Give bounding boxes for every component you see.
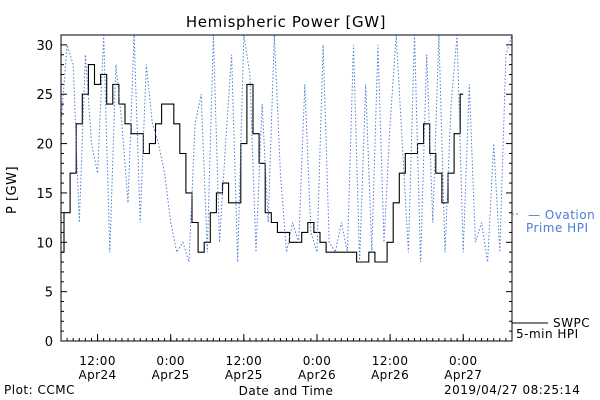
legend-swpc-line1: SWPC: [553, 316, 590, 330]
plot-frame: [60, 34, 513, 342]
footer-credit: Plot: CCMC: [4, 383, 75, 397]
y-tick-label: 15: [36, 187, 53, 202]
x-tick-label-time: 0:00: [156, 354, 185, 368]
x-tick-label-date: Apr27: [444, 368, 482, 382]
legend-ovation-line1: — Ovation: [528, 208, 595, 222]
y-tick-label: 30: [36, 39, 53, 54]
x-tick-label-date: Apr26: [371, 368, 409, 382]
tick-label-layer: 05101520253012:00Apr240:00Apr2512:00Apr2…: [36, 39, 482, 382]
y-tick-label: 5: [45, 286, 53, 301]
x-tick-label-date: Apr25: [225, 368, 263, 382]
x-tick-label-date: Apr25: [152, 368, 190, 382]
y-tick-label: 10: [36, 236, 53, 251]
series-ovation-line: [60, 34, 513, 263]
y-axis-label: P [GW]: [5, 166, 20, 214]
series-swpc-line: [61, 64, 464, 263]
series-layer: [60, 34, 513, 263]
y-tick-label: 20: [36, 138, 53, 153]
y-tick-label: 0: [45, 335, 53, 350]
x-tick-label-time: 12:00: [226, 354, 263, 368]
y-tick-label: 25: [36, 88, 53, 103]
legend-ovation-line2: Prime HPI: [526, 221, 588, 235]
x-tick-label-time: 12:00: [372, 354, 409, 368]
x-axis-label: Date and Time: [239, 384, 334, 398]
tick-layer: [60, 34, 513, 342]
x-tick-label-time: 12:00: [79, 354, 116, 368]
x-tick-label-time: 0:00: [303, 354, 332, 368]
footer-timestamp: 2019/04/27 08:25:14: [444, 383, 581, 397]
chart-title: Hemispheric Power [GW]: [186, 13, 386, 31]
x-tick-label-time: 0:00: [449, 354, 478, 368]
legend-swpc-line2: 5-min HPI: [516, 327, 579, 341]
x-tick-label-date: Apr26: [298, 368, 336, 382]
x-tick-label-date: Apr24: [79, 368, 117, 382]
